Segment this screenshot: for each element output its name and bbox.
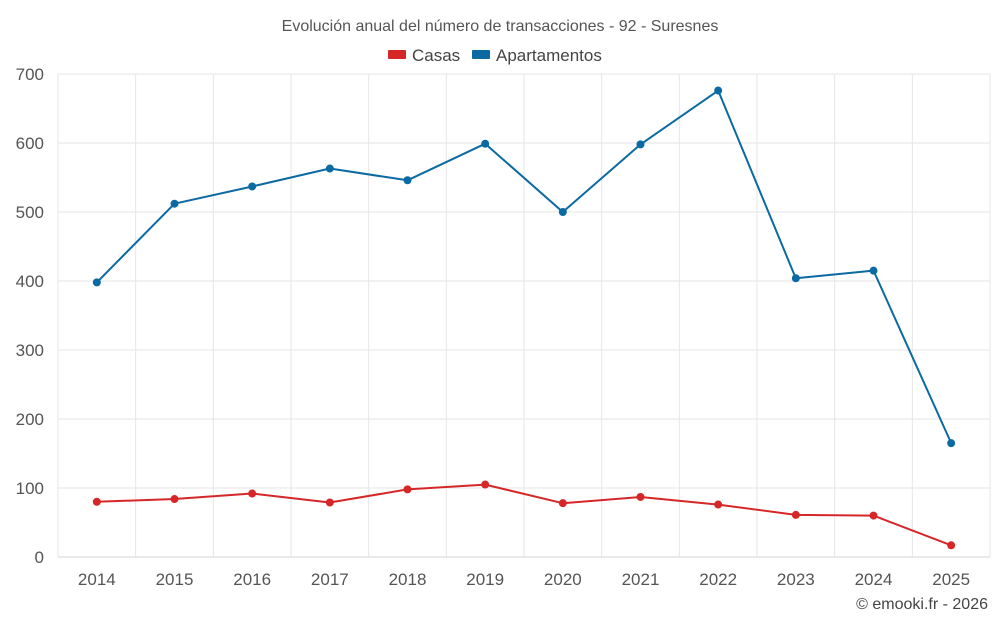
x-tick-label: 2020: [544, 570, 582, 589]
data-point-apartamentos[interactable]: [947, 439, 956, 448]
y-tick-label: 400: [16, 272, 44, 291]
x-tick-label: 2023: [777, 570, 815, 589]
x-tick-label: 2022: [699, 570, 737, 589]
series: [92, 86, 956, 550]
data-point-casas[interactable]: [403, 485, 412, 494]
series-line-casas: [96, 483, 952, 547]
y-tick-label: 500: [16, 203, 44, 222]
legend-label-apartamentos[interactable]: Apartamentos: [496, 46, 602, 65]
x-tick-label: 2021: [622, 570, 660, 589]
data-point-apartamentos[interactable]: [170, 199, 179, 208]
x-tick-label: 2017: [311, 570, 349, 589]
y-tick-label: 700: [16, 65, 44, 84]
grid: [57, 73, 991, 557]
data-point-apartamentos[interactable]: [403, 176, 412, 185]
data-point-casas[interactable]: [92, 497, 101, 506]
data-point-casas[interactable]: [947, 541, 956, 550]
legend: Casas Apartamentos: [388, 46, 602, 65]
credit-text: © emooki.fr - 2026: [856, 596, 988, 613]
data-point-casas[interactable]: [170, 495, 179, 504]
data-point-casas[interactable]: [791, 510, 800, 519]
data-point-apartamentos[interactable]: [481, 139, 490, 148]
x-tick-label: 2019: [466, 570, 504, 589]
data-point-apartamentos[interactable]: [558, 208, 567, 216]
y-tick-label: 600: [16, 134, 44, 153]
data-point-casas[interactable]: [325, 498, 334, 507]
data-point-casas[interactable]: [558, 499, 567, 508]
data-point-apartamentos[interactable]: [791, 274, 800, 283]
y-tick-label: 0: [35, 548, 44, 567]
y-tick-label: 100: [16, 479, 44, 498]
x-tick-label: 2014: [78, 570, 116, 589]
x-tick-label: 2025: [932, 570, 970, 589]
chart-title: Evolución anual del número de transaccio…: [282, 18, 719, 35]
y-tick-label: 200: [16, 410, 44, 429]
x-tick-label: 2015: [156, 570, 194, 589]
x-tick-label: 2024: [855, 570, 893, 589]
data-point-apartamentos[interactable]: [636, 140, 645, 149]
series-line-apartamentos: [96, 89, 953, 444]
axes: 0 100 200 300 400 500 600 700 2014 2015 2016 2017 20…: [16, 65, 990, 589]
data-point-casas[interactable]: [636, 492, 645, 501]
data-point-casas[interactable]: [869, 511, 878, 520]
legend-label-casas[interactable]: Casas: [412, 46, 460, 65]
data-point-apartamentos[interactable]: [714, 86, 723, 95]
data-point-casas[interactable]: [481, 480, 490, 489]
data-point-apartamentos[interactable]: [92, 278, 101, 287]
data-point-casas[interactable]: [714, 500, 723, 509]
data-point-apartamentos[interactable]: [248, 182, 257, 191]
x-tick-label: 2018: [389, 570, 427, 589]
legend-swatch-casas: [388, 50, 406, 59]
data-point-apartamentos[interactable]: [869, 266, 878, 275]
y-tick-label: 300: [16, 341, 44, 360]
data-point-apartamentos[interactable]: [325, 164, 334, 173]
legend-swatch-apartamentos: [472, 50, 490, 59]
x-tick-label: 2016: [233, 570, 271, 589]
data-point-casas[interactable]: [248, 489, 257, 498]
